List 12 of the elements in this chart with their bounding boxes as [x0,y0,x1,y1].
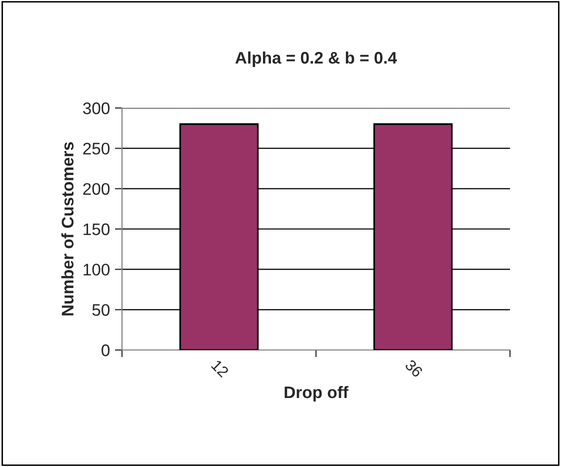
y-axis-title: Number of Customers [61,142,74,316]
y-tick-label: 300 [83,102,110,114]
y-tick-label: 250 [83,142,110,155]
x-tick-label: 12 [211,359,230,378]
y-tick-label: 0 [102,344,110,356]
chart-title: Alpha = 0.2 & b = 0.4 [235,51,397,68]
x-tick-label: 36 [404,359,424,378]
y-tick-label: 100 [84,264,110,276]
x-axis-title: Drop off [284,386,348,402]
y-tick-label: 50 [92,304,110,316]
y-tick-label: 150 [84,223,110,236]
y-tick-label: 200 [83,183,110,195]
